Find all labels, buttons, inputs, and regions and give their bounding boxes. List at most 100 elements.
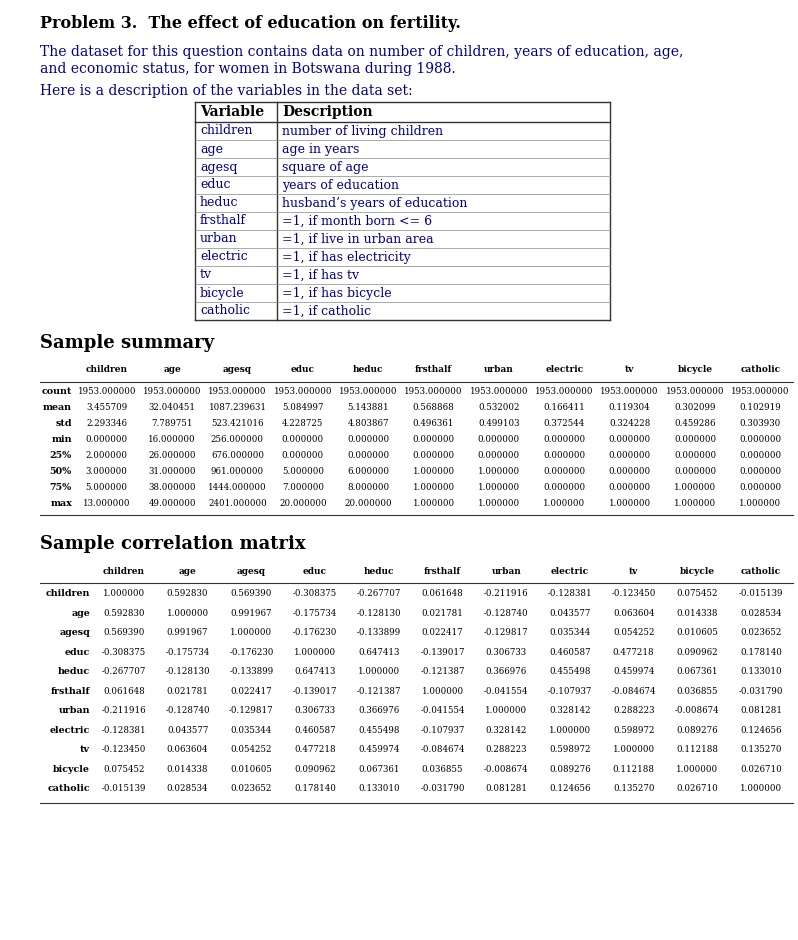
Text: 0.135270: 0.135270 <box>613 784 654 793</box>
Text: =1, if has electricity: =1, if has electricity <box>282 250 411 263</box>
Text: 1953.000000: 1953.000000 <box>535 386 594 396</box>
Text: age: age <box>179 567 196 575</box>
Text: educ: educ <box>290 366 314 374</box>
Text: 3.455709: 3.455709 <box>86 402 128 412</box>
Text: square of age: square of age <box>282 161 369 174</box>
Text: -0.008674: -0.008674 <box>675 706 720 715</box>
Text: 75%: 75% <box>49 482 72 492</box>
Text: 0.592830: 0.592830 <box>103 609 144 618</box>
Text: 0.459974: 0.459974 <box>613 667 654 676</box>
Text: 0.000000: 0.000000 <box>609 434 650 444</box>
Text: 1.000000: 1.000000 <box>740 784 782 793</box>
Text: 0.054252: 0.054252 <box>231 745 272 754</box>
Text: 0.499103: 0.499103 <box>478 418 519 428</box>
Text: 0.063604: 0.063604 <box>613 609 654 618</box>
Text: 0.647413: 0.647413 <box>358 648 400 657</box>
Text: 0.000000: 0.000000 <box>739 466 781 476</box>
Text: 0.081281: 0.081281 <box>485 784 527 793</box>
Text: children: children <box>103 567 145 575</box>
Text: 0.598972: 0.598972 <box>613 726 654 735</box>
Text: 0.991967: 0.991967 <box>167 628 208 637</box>
Text: 0.324228: 0.324228 <box>609 418 650 428</box>
Text: agesq: agesq <box>223 366 252 374</box>
Text: Problem 3.  The effect of education on fertility.: Problem 3. The effect of education on fe… <box>40 15 461 32</box>
Text: heduc: heduc <box>353 366 383 374</box>
Text: 2.293346: 2.293346 <box>86 418 127 428</box>
Text: heduc: heduc <box>200 196 239 210</box>
Text: -0.015139: -0.015139 <box>101 784 146 793</box>
Text: frsthalf: frsthalf <box>200 214 246 227</box>
Text: 1.000000: 1.000000 <box>549 726 591 735</box>
Text: catholic: catholic <box>200 305 250 318</box>
Text: age in years: age in years <box>282 143 359 155</box>
Text: 1.000000: 1.000000 <box>485 706 527 715</box>
Text: -0.128740: -0.128740 <box>484 609 528 618</box>
Text: -0.084674: -0.084674 <box>421 745 464 754</box>
Text: 0.000000: 0.000000 <box>478 434 520 444</box>
Text: 0.010605: 0.010605 <box>677 628 718 637</box>
Text: Sample summary: Sample summary <box>40 334 214 352</box>
Text: -0.031790: -0.031790 <box>739 687 784 696</box>
Text: 0.119304: 0.119304 <box>609 402 650 412</box>
Text: 0.000000: 0.000000 <box>674 466 716 476</box>
Text: 1087.239631: 1087.239631 <box>208 402 267 412</box>
Text: 0.022417: 0.022417 <box>421 628 464 637</box>
Text: 0.288223: 0.288223 <box>485 745 527 754</box>
Text: 0.000000: 0.000000 <box>543 434 585 444</box>
Text: 1.000000: 1.000000 <box>674 498 716 508</box>
Text: children: children <box>85 366 128 374</box>
Text: -0.128381: -0.128381 <box>547 589 592 598</box>
Text: -0.107937: -0.107937 <box>421 726 464 735</box>
Text: bicycle: bicycle <box>678 366 713 374</box>
Text: =1, if catholic: =1, if catholic <box>282 305 371 318</box>
Text: 0.023652: 0.023652 <box>741 628 782 637</box>
Text: 0.061648: 0.061648 <box>421 589 464 598</box>
Text: 1.000000: 1.000000 <box>613 745 654 754</box>
Text: 1.000000: 1.000000 <box>478 482 520 492</box>
Text: 0.075452: 0.075452 <box>677 589 718 598</box>
Text: 0.000000: 0.000000 <box>674 450 716 460</box>
Text: 0.496361: 0.496361 <box>413 418 454 428</box>
Text: 20.000000: 20.000000 <box>279 498 326 508</box>
Text: 5.143881: 5.143881 <box>347 402 389 412</box>
Text: 0.000000: 0.000000 <box>413 450 455 460</box>
Text: tv: tv <box>629 567 638 575</box>
Text: 0.598972: 0.598972 <box>549 745 591 754</box>
Text: 0.647413: 0.647413 <box>294 667 336 676</box>
Text: 5.084997: 5.084997 <box>282 402 323 412</box>
Text: 0.133010: 0.133010 <box>741 667 782 676</box>
Text: 32.040451: 32.040451 <box>148 402 196 412</box>
Text: 50%: 50% <box>49 466 72 476</box>
Text: 0.090962: 0.090962 <box>677 648 718 657</box>
Text: 1.000000: 1.000000 <box>231 628 272 637</box>
Text: -0.031790: -0.031790 <box>421 784 464 793</box>
Text: 0.459286: 0.459286 <box>674 418 716 428</box>
Text: -0.128130: -0.128130 <box>357 609 401 618</box>
Text: 0.532002: 0.532002 <box>478 402 519 412</box>
Text: electric: electric <box>551 567 589 575</box>
Text: Variable: Variable <box>200 105 264 119</box>
Text: 0.000000: 0.000000 <box>739 482 781 492</box>
Text: 0.000000: 0.000000 <box>609 450 650 460</box>
Text: 4.803867: 4.803867 <box>347 418 389 428</box>
Text: age: age <box>71 609 90 618</box>
Text: agesq: agesq <box>200 161 238 174</box>
Text: -0.015139: -0.015139 <box>739 589 784 598</box>
Text: 25%: 25% <box>49 450 72 460</box>
Text: 1.000000: 1.000000 <box>677 765 718 774</box>
Text: 0.014338: 0.014338 <box>677 609 718 618</box>
Text: 0.000000: 0.000000 <box>282 450 324 460</box>
Text: 1.000000: 1.000000 <box>543 498 585 508</box>
Text: 0.306733: 0.306733 <box>486 648 527 657</box>
Text: -0.084674: -0.084674 <box>611 687 656 696</box>
Text: 256.000000: 256.000000 <box>211 434 264 444</box>
Text: count: count <box>41 386 72 396</box>
Text: 0.133010: 0.133010 <box>358 784 400 793</box>
Text: urban: urban <box>492 567 521 575</box>
Text: 0.000000: 0.000000 <box>674 434 716 444</box>
Text: 676.000000: 676.000000 <box>211 450 264 460</box>
Text: 1953.000000: 1953.000000 <box>405 386 463 396</box>
Text: 0.460587: 0.460587 <box>294 726 336 735</box>
Text: urban: urban <box>484 366 514 374</box>
Text: urban: urban <box>200 232 238 245</box>
